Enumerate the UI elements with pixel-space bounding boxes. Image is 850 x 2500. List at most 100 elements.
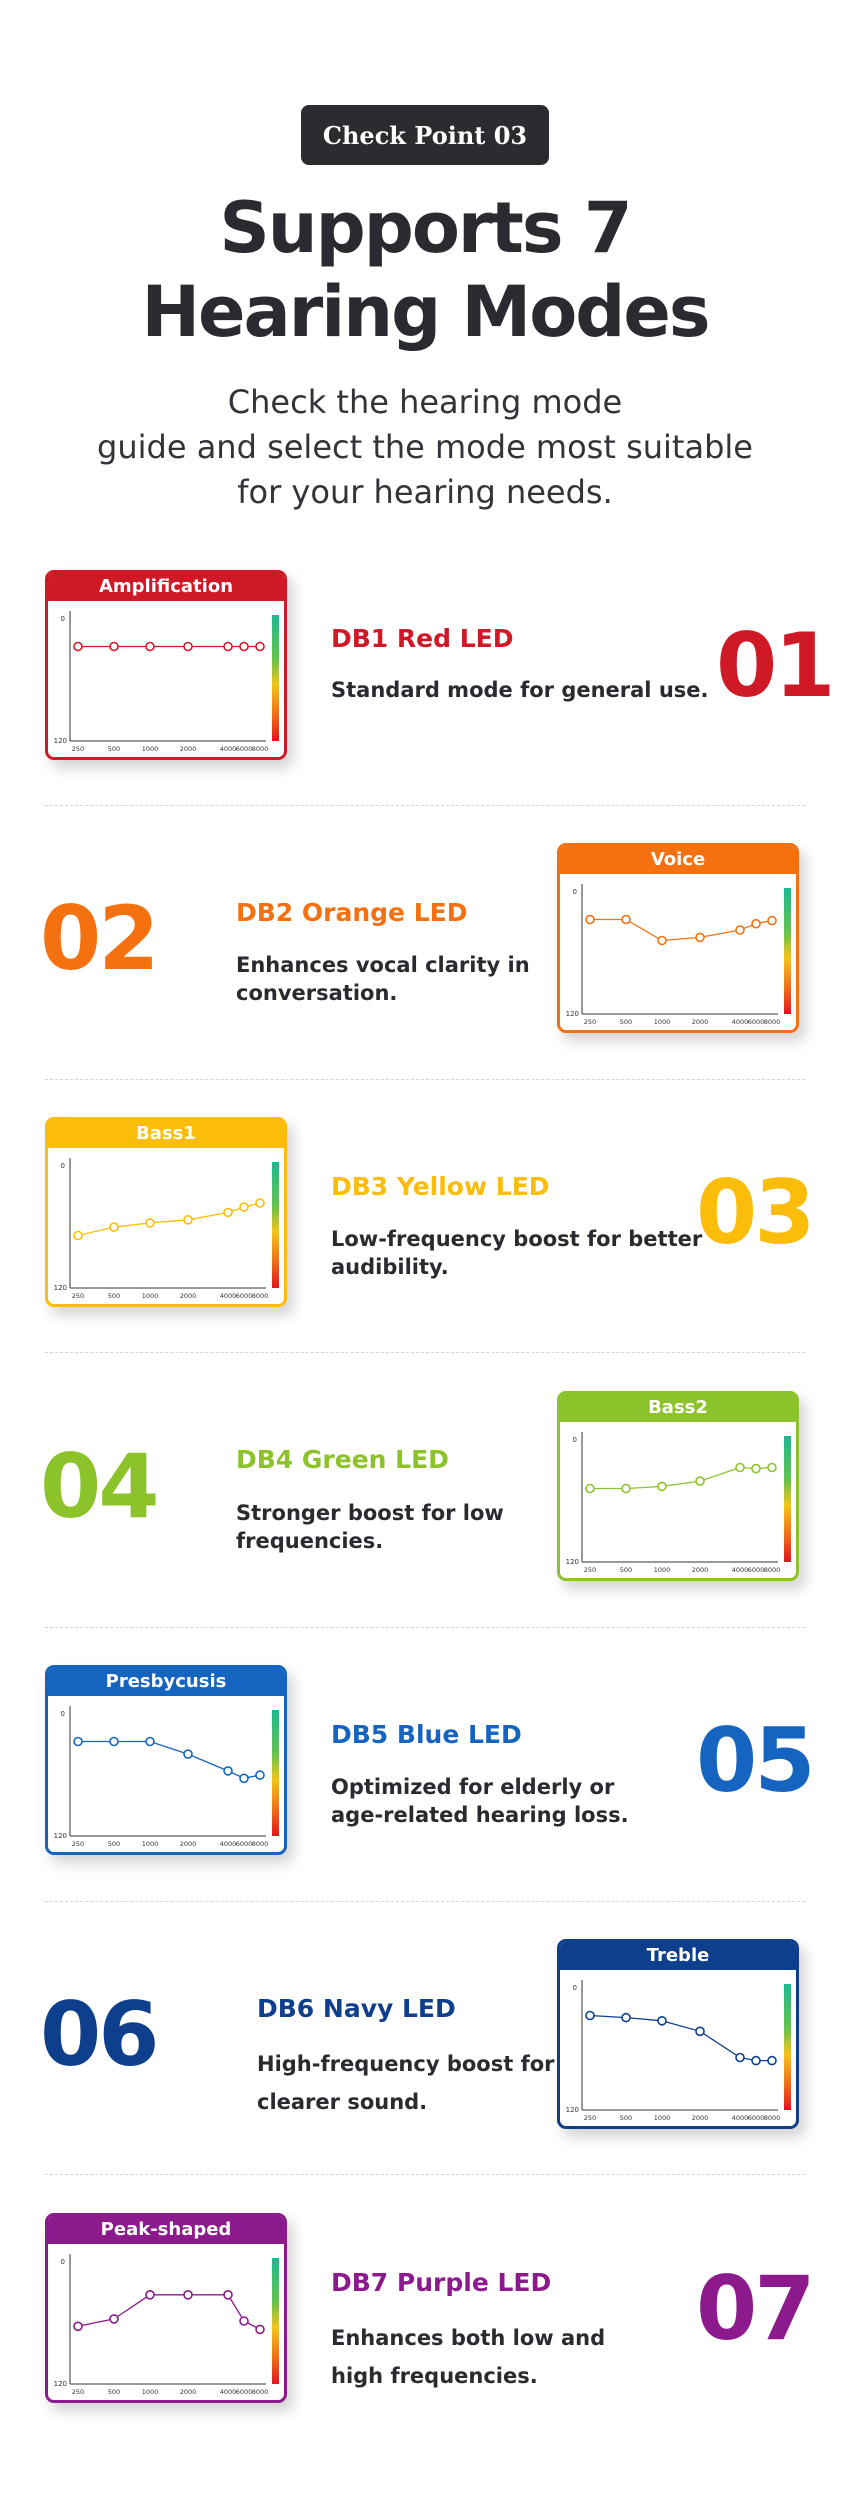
level-scale-bar xyxy=(272,2258,279,2384)
description-line-1: Standard mode for general use. xyxy=(331,678,709,702)
x-tick-label: 500 xyxy=(108,2388,120,2396)
x-tick-label: 250 xyxy=(72,1292,84,1300)
data-point xyxy=(695,1476,705,1486)
x-tick-label: 8000 xyxy=(764,1566,781,1574)
mode-number: 02 xyxy=(40,887,159,990)
mode-chart-card: Presbycusis 0 120 250 500 1000 2000 4000 6000 80… xyxy=(45,1665,287,1855)
data-point xyxy=(73,1736,83,1747)
data-point xyxy=(621,2012,631,2023)
x-tick-label: 1000 xyxy=(142,1292,159,1300)
x-tick-label: 500 xyxy=(620,1018,632,1026)
mode-description: Optimized for elderly or age-related hea… xyxy=(331,1773,629,1829)
data-point xyxy=(751,1463,761,1474)
x-tick-label: 6000 xyxy=(748,1566,765,1574)
x-tick-label: 6000 xyxy=(236,745,253,753)
data-point xyxy=(223,1766,233,1776)
hearing-chart: 0 120 250 500 1000 2000 4000 6000 8000 xyxy=(54,1158,279,1300)
mode-number: 05 xyxy=(696,1709,815,1812)
x-tick-label: 6000 xyxy=(748,1018,765,1026)
data-point xyxy=(109,1736,119,1747)
data-point xyxy=(73,641,83,652)
x-tick-label: 4000 xyxy=(220,745,237,753)
x-tick-label: 500 xyxy=(620,1566,632,1574)
x-tick-label: 250 xyxy=(72,745,84,753)
title-line-2: Hearing Modes xyxy=(141,271,710,353)
led-title: DB3 Yellow LED xyxy=(331,1172,550,1201)
data-point xyxy=(239,641,249,652)
led-title: DB6 Navy LED xyxy=(257,1994,456,2023)
description-line-1: Low-frequency boost for better xyxy=(331,1227,703,1251)
mode-section-03: Bass1 0 120 250 500 1000 2000 4000 6000 8000 DB3… xyxy=(0,1117,850,1327)
series-line xyxy=(78,1740,261,1779)
y-tick-label: 120 xyxy=(566,1010,579,1018)
checkpoint-badge: Check Point 03 xyxy=(301,105,549,165)
x-tick-label: 4000 xyxy=(220,1840,237,1848)
mode-description: Standard mode for general use. xyxy=(331,676,709,704)
y-tick-label: 0 xyxy=(573,888,577,896)
divider xyxy=(45,1079,805,1080)
data-point xyxy=(767,1462,777,1473)
chart-title: Bass1 xyxy=(48,1120,284,1148)
data-point xyxy=(585,1483,595,1494)
x-tick-label: 500 xyxy=(108,745,120,753)
mode-description: Low-frequency boost for better audibilit… xyxy=(331,1225,702,1281)
x-tick-label: 1000 xyxy=(142,1840,159,1848)
description-line-2: clearer sound. xyxy=(257,2090,428,2114)
mode-number: 03 xyxy=(696,1161,815,1264)
chart-title: Bass2 xyxy=(560,1394,796,1422)
description-line-1: Stronger boost for low xyxy=(236,1501,504,1525)
mode-chart-card: Treble 0 120 250 500 1000 2000 4000 6000 8000 xyxy=(557,1939,799,2129)
y-tick-label: 0 xyxy=(573,1436,577,1444)
y-tick-label: 0 xyxy=(573,1984,577,1992)
y-tick-label: 0 xyxy=(61,2258,65,2266)
data-point xyxy=(695,932,705,943)
mode-section-07: Peak-shaped 0 120 250 500 1000 2000 4000 6000 80… xyxy=(0,2213,850,2423)
x-tick-label: 8000 xyxy=(252,1292,269,1300)
mode-chart-card: Peak-shaped 0 120 250 500 1000 2000 4000 6000 80… xyxy=(45,2213,287,2403)
mode-description: Stronger boost for low frequencies. xyxy=(236,1499,504,1555)
description-line-1: Enhances vocal clarity in xyxy=(236,953,530,977)
mode-section-05: Presbycusis 0 120 250 500 1000 2000 4000 6000 80… xyxy=(0,1665,850,1875)
x-tick-label: 2000 xyxy=(180,745,197,753)
chart-title: Voice xyxy=(560,846,796,874)
data-point xyxy=(109,2314,119,2324)
mode-number: 04 xyxy=(40,1435,159,1538)
x-tick-label: 8000 xyxy=(252,745,269,753)
mode-chart-card: Voice 0 120 250 500 1000 2000 4000 6000 8000 xyxy=(557,843,799,1033)
data-point xyxy=(255,1770,265,1780)
x-tick-label: 6000 xyxy=(236,2388,253,2396)
mode-section-04: 04 DB4 Green LED Stronger boost for low … xyxy=(0,1391,850,1601)
x-tick-label: 8000 xyxy=(764,2114,781,2122)
data-point xyxy=(183,1749,193,1759)
data-point xyxy=(255,641,265,652)
data-point xyxy=(657,935,667,946)
description-line-2: frequencies. xyxy=(236,1529,384,1553)
x-tick-label: 250 xyxy=(584,1018,596,1026)
x-tick-label: 8000 xyxy=(764,1018,781,1026)
x-tick-label: 2000 xyxy=(180,1292,197,1300)
intro-line-1: Check the hearing mode xyxy=(227,383,623,421)
data-point xyxy=(223,2289,233,2300)
data-point xyxy=(695,2026,705,2037)
data-point xyxy=(239,1773,249,1784)
data-point xyxy=(751,2055,761,2066)
chart-title: Amplification xyxy=(48,573,284,601)
x-tick-label: 8000 xyxy=(252,2388,269,2396)
series-line xyxy=(589,2014,772,2062)
divider xyxy=(45,1352,805,1353)
x-tick-label: 2000 xyxy=(692,2114,709,2122)
x-tick-label: 4000 xyxy=(220,1292,237,1300)
x-tick-label: 250 xyxy=(72,1840,84,1848)
description-line-2: high frequencies. xyxy=(331,2364,538,2388)
mode-chart-card: Bass2 0 120 250 500 1000 2000 4000 6000 8000 xyxy=(557,1391,799,1581)
hearing-chart: 0 120 250 500 1000 2000 4000 6000 8000 xyxy=(54,1706,279,1848)
data-point xyxy=(223,1207,233,1218)
x-tick-label: 6000 xyxy=(748,2114,765,2122)
data-point xyxy=(767,915,777,926)
mode-number: 06 xyxy=(40,1983,159,2086)
data-point xyxy=(239,2316,249,2326)
hearing-chart: 0 120 250 500 1000 2000 4000 6000 8000 xyxy=(54,611,279,753)
mode-description: Enhances vocal clarity in conversation. xyxy=(236,951,530,1007)
mode-number: 01 xyxy=(716,614,835,717)
data-point xyxy=(735,925,745,935)
